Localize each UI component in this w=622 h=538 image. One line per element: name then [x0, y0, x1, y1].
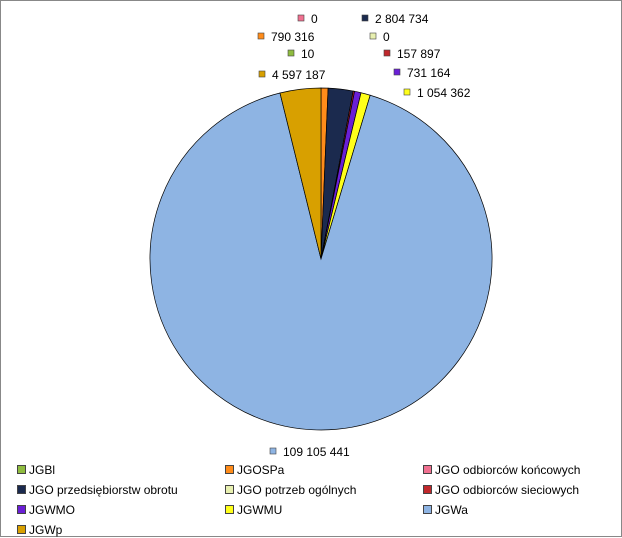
- legend-label: JGWp: [29, 523, 63, 537]
- data-label-jgbl: 10: [301, 47, 315, 61]
- data-label-jgo-odbiorcow-koncowych: 0: [311, 12, 318, 26]
- data-label-swatch-jgospa: [257, 32, 265, 40]
- data-label-swatch-jgo-odbiorcow-sieciowych: [383, 49, 391, 57]
- legend-label: JGO odbiorców sieciowych: [435, 483, 580, 497]
- legend-item-jgwa: JGWa: [423, 502, 468, 518]
- data-label-swatch-jgo-potrzeb-ogolnych: [369, 32, 377, 40]
- data-label-swatch-jgwa: [269, 447, 277, 455]
- legend-swatch: [423, 465, 432, 474]
- slice-jgwp: [279, 87, 322, 260]
- pie-chart: 10 790 316 0 2 804 734 0 157 897 731 164 1 054 …: [149, 12, 493, 459]
- legend-label: JGO odbiorców końcowych: [435, 463, 581, 477]
- data-label-jgo-przedsiebiorstw-obrotu: 2 804 734: [375, 12, 429, 26]
- legend-item-jgo-odbiorcow-sieciowych: JGO odbiorców sieciowych: [423, 482, 579, 498]
- data-label-swatch-jgwmo: [393, 68, 401, 76]
- legend-item-jgbl: JGBl: [17, 462, 55, 478]
- legend-item-jgwmu: JGWMU: [225, 502, 282, 518]
- legend-label: JGBl: [29, 463, 56, 477]
- legend-label: JGO przedsiębiorstw obrotu: [29, 483, 178, 497]
- data-label-jgwa: 109 105 441: [283, 445, 350, 459]
- slice-jgwa: [149, 92, 493, 431]
- legend-label: JGWMO: [29, 503, 75, 517]
- legend-swatch: [225, 505, 234, 514]
- legend-swatch: [17, 485, 26, 494]
- legend-item-jgwmo: JGWMO: [17, 502, 75, 518]
- legend-swatch: [225, 465, 234, 474]
- legend-item-jgo-potrzeb-ogolnych: JGO potrzeb ogólnych: [225, 482, 356, 498]
- legend-item-jgospa: JGOSPa: [225, 462, 284, 478]
- data-label-swatch-jgbl: [287, 49, 295, 57]
- legend-swatch: [225, 485, 234, 494]
- legend-swatch: [423, 485, 432, 494]
- legend-label: JGWa: [435, 503, 468, 517]
- data-label-swatch-jgwp: [258, 70, 266, 78]
- legend-item-jgo-przedsiebiorstw-obrotu: JGO przedsiębiorstw obrotu: [17, 482, 178, 498]
- data-label-jgwp: 4 597 187: [272, 68, 326, 82]
- legend-label: JGOSPa: [237, 463, 285, 477]
- data-label-swatch-jgo-przedsiebiorstw-obrotu: [361, 14, 369, 22]
- legend-label: JGWMU: [237, 503, 283, 517]
- legend-swatch: [423, 505, 432, 514]
- legend-swatch: [17, 505, 26, 514]
- data-label-jgo-odbiorcow-sieciowych: 157 897: [397, 47, 441, 61]
- legend-swatch: [17, 465, 26, 474]
- legend-swatch: [17, 525, 26, 534]
- legend-label: JGO potrzeb ogólnych: [237, 483, 357, 497]
- data-label-swatch-jgo-odbiorcow-koncowych: [297, 14, 305, 22]
- legend-item-jgwp: JGWp: [17, 522, 62, 538]
- data-label-jgwmu: 1 054 362: [417, 86, 471, 100]
- legend-item-jgo-odbiorcow-koncowych: JGO odbiorców końcowych: [423, 462, 580, 478]
- data-label-jgospa: 790 316: [271, 30, 315, 44]
- data-label-jgwmo: 731 164: [407, 66, 451, 80]
- data-label-swatch-jgwmu: [403, 88, 411, 96]
- data-label-jgo-potrzeb-ogolnych: 0: [383, 30, 390, 44]
